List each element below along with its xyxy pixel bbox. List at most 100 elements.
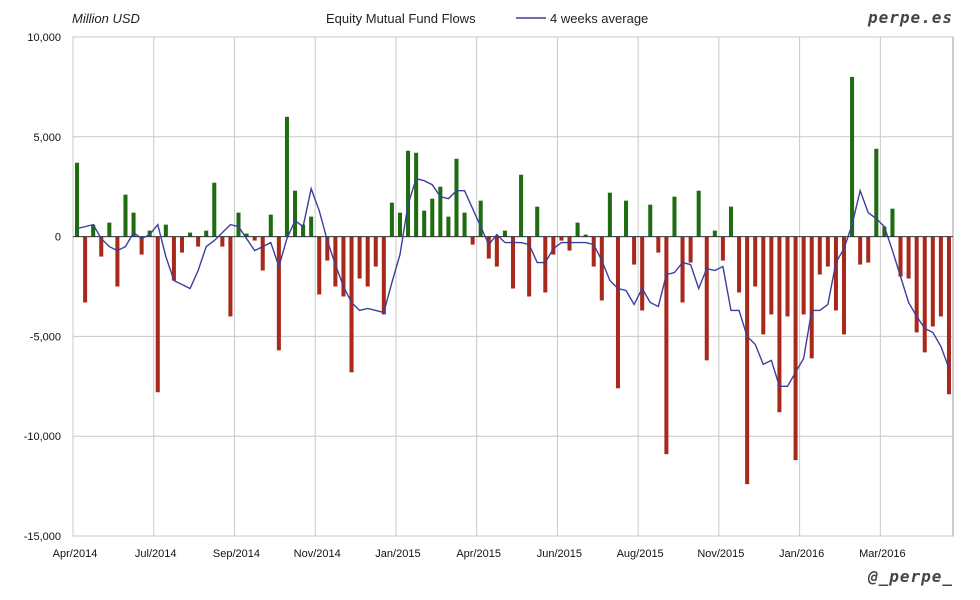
flow-bar-56	[527, 236, 532, 297]
flow-bar-17	[212, 182, 217, 237]
flow-bar-41	[406, 150, 411, 237]
flow-bar-36	[365, 236, 370, 287]
flow-bar-61	[567, 236, 572, 251]
flow-bar-20	[236, 212, 241, 237]
flow-bar-66	[607, 192, 612, 237]
x-tick-label-10: Mar/2016	[859, 548, 905, 560]
flow-bar-100	[882, 226, 887, 237]
flow-bar-46	[446, 216, 451, 237]
flow-bar-1	[83, 236, 88, 303]
flow-bar-85	[761, 236, 766, 335]
flow-bar-57	[535, 206, 540, 237]
flow-bar-39	[389, 202, 394, 237]
flow-bar-78	[704, 236, 709, 361]
flow-bar-83	[745, 236, 750, 485]
y-axis-ticks: 10,000 5,000 0 -5,000 -10,000 -15,000	[24, 32, 61, 543]
x-tick-label-2: Sep/2014	[213, 548, 260, 560]
flow-bar-3	[99, 236, 104, 257]
flow-bar-103	[906, 236, 911, 279]
flow-bar-35	[357, 236, 362, 279]
flow-bar-68	[624, 200, 629, 237]
flow-bar-44	[430, 198, 435, 237]
average-line	[76, 177, 950, 387]
flow-bar-15	[196, 236, 201, 247]
flow-bar-70	[640, 236, 645, 311]
flow-bar-29	[309, 216, 314, 237]
flow-bar-21	[244, 233, 249, 237]
handle-label: @_perpe_	[867, 567, 953, 586]
flow-bar-108	[946, 236, 951, 395]
y-tick-label-0: 10,000	[27, 32, 61, 44]
legend: 4 weeks average	[516, 11, 648, 26]
flow-bar-0	[75, 162, 80, 237]
flow-bar-30	[317, 236, 322, 295]
legend-label: 4 weeks average	[550, 11, 648, 26]
flow-bar-107	[938, 236, 943, 317]
flow-bar-38	[381, 236, 386, 315]
flow-bar-69	[632, 236, 637, 265]
flow-bar-11	[163, 224, 168, 237]
x-tick-label-6: Jun/2015	[537, 548, 582, 560]
flow-bar-42	[414, 152, 419, 237]
flow-bar-50	[478, 200, 483, 237]
flow-bar-71	[648, 204, 653, 237]
flow-bar-23	[260, 236, 265, 271]
flow-bar-64	[591, 236, 596, 267]
bars-group	[73, 76, 953, 485]
x-axis-ticks: Apr/2014 Jul/2014 Sep/2014 Nov/2014 Jan/2015…	[53, 548, 906, 560]
flow-bar-74	[672, 196, 677, 237]
flow-bar-34	[349, 236, 354, 373]
flow-bar-92	[817, 236, 822, 275]
flow-bar-28	[301, 224, 306, 237]
flow-bar-72	[656, 236, 661, 253]
flow-bar-96	[850, 76, 855, 237]
flow-bar-58	[543, 236, 548, 293]
flow-bar-65	[599, 236, 604, 301]
y-tick-label-1: 5,000	[33, 132, 61, 144]
flow-bar-54	[510, 236, 516, 289]
y-tick-label-5: -15,000	[24, 531, 61, 543]
flow-bar-12	[171, 236, 176, 281]
flow-bar-25	[276, 236, 281, 351]
flow-bar-14	[188, 232, 193, 237]
flow-bar-32	[333, 236, 338, 287]
flow-bar-102	[898, 236, 903, 277]
flow-bar-60	[559, 236, 564, 241]
flow-bar-27	[293, 190, 298, 237]
x-tick-label-8: Nov/2015	[697, 548, 744, 560]
flow-bar-84	[753, 236, 758, 287]
y-tick-label-4: -10,000	[24, 431, 61, 443]
flow-bar-6	[123, 194, 128, 237]
flow-bar-8	[139, 236, 144, 255]
flow-bar-26	[284, 116, 289, 237]
x-tick-label-5: Apr/2015	[456, 548, 501, 560]
flow-bar-86	[769, 236, 774, 315]
flow-bar-77	[696, 190, 701, 237]
flow-bar-48	[462, 212, 467, 237]
flow-bar-75	[680, 236, 685, 303]
flow-bar-40	[397, 212, 402, 237]
flow-bar-18	[220, 236, 225, 247]
flow-bar-7	[131, 212, 136, 237]
flow-bar-82	[737, 236, 742, 293]
flow-bar-101	[890, 208, 895, 237]
flow-bar-52	[494, 236, 499, 267]
flow-bar-62	[575, 222, 580, 237]
flow-bar-31	[325, 236, 330, 261]
flow-bar-16	[204, 230, 209, 237]
flow-bar-2	[91, 224, 96, 237]
y-tick-label-2: 0	[55, 232, 61, 244]
flow-bar-81	[728, 206, 733, 237]
x-tick-label-3: Nov/2014	[294, 548, 341, 560]
flow-bar-63	[583, 234, 588, 237]
grid-lines	[72, 36, 953, 537]
flow-bar-4	[107, 222, 112, 237]
flow-bar-76	[688, 236, 693, 263]
flow-bar-37	[373, 236, 378, 267]
average-line-group	[76, 177, 950, 387]
x-tick-label-0: Apr/2014	[53, 548, 98, 560]
flow-bar-13	[179, 236, 185, 253]
flow-bar-79	[712, 230, 717, 237]
flow-bar-43	[422, 210, 427, 237]
